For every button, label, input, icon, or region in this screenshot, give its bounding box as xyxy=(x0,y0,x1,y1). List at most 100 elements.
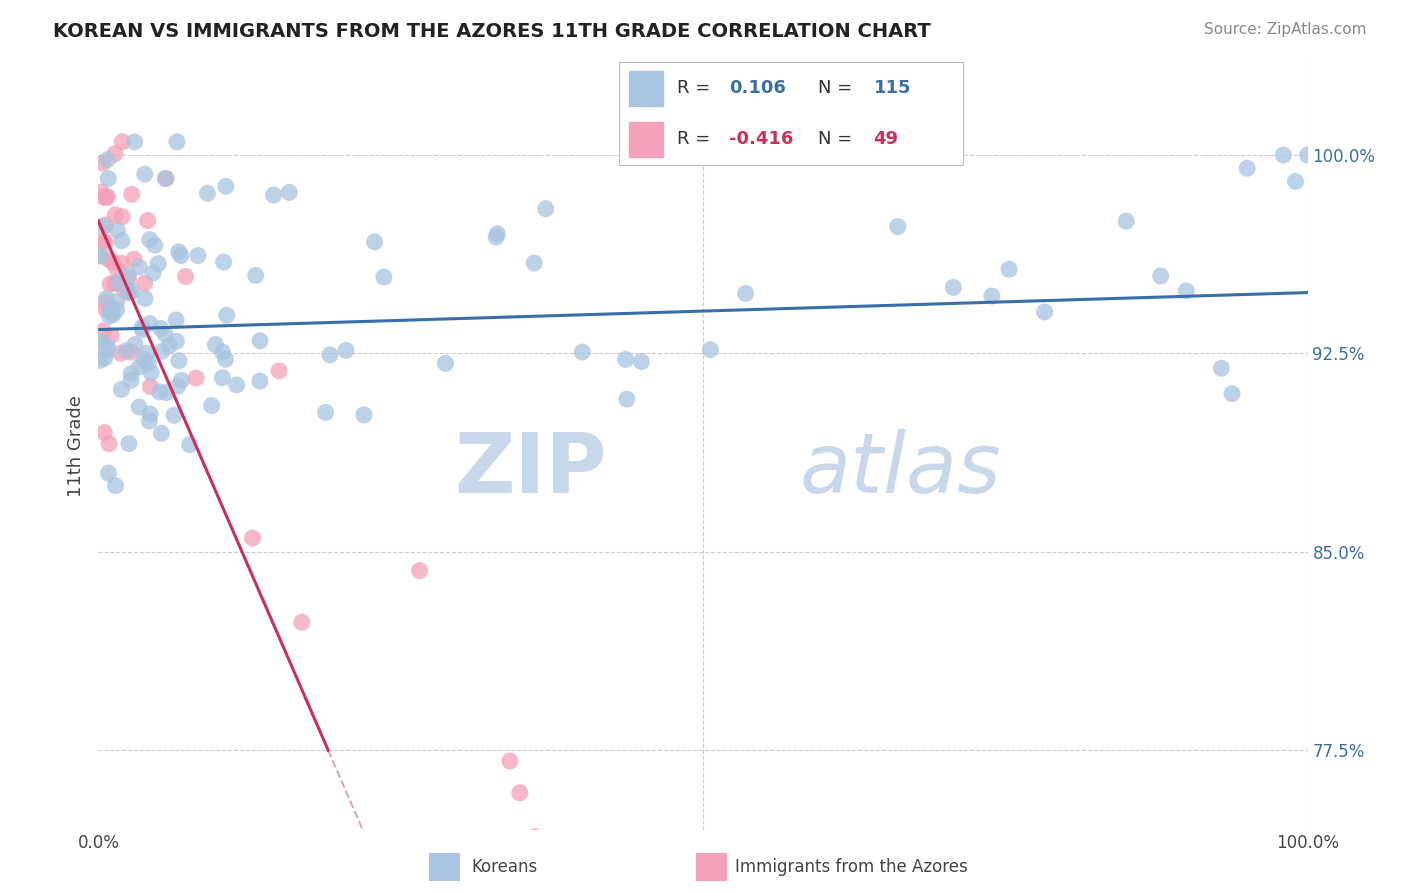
Point xyxy=(105,302,128,317)
Point xyxy=(319,348,342,362)
Point xyxy=(167,353,190,368)
Point xyxy=(170,248,193,262)
Point xyxy=(118,285,141,300)
Point xyxy=(128,260,150,274)
Point xyxy=(89,249,111,263)
Point xyxy=(91,219,114,233)
Point xyxy=(242,531,264,545)
Text: Immigrants from the Azores: Immigrants from the Azores xyxy=(735,858,969,876)
Point xyxy=(291,615,314,630)
Text: KOREAN VS IMMIGRANTS FROM THE AZORES 11TH GRADE CORRELATION CHART: KOREAN VS IMMIGRANTS FROM THE AZORES 11T… xyxy=(53,22,931,41)
Point xyxy=(111,210,134,224)
Point xyxy=(155,171,177,186)
Point xyxy=(149,321,172,335)
Point xyxy=(165,313,187,327)
Bar xyxy=(628,70,664,105)
Point xyxy=(111,234,134,248)
Point xyxy=(214,352,236,367)
Point xyxy=(101,254,124,268)
Point xyxy=(1220,386,1243,401)
Point xyxy=(104,478,127,492)
Point xyxy=(485,230,508,244)
Point xyxy=(136,213,159,227)
Point xyxy=(131,323,153,337)
Point xyxy=(174,269,197,284)
Point xyxy=(96,153,118,167)
Point xyxy=(93,234,115,248)
Point xyxy=(166,379,188,393)
Point xyxy=(225,378,247,392)
Point xyxy=(107,277,129,291)
Point xyxy=(94,351,117,365)
Point xyxy=(104,208,127,222)
Point xyxy=(170,373,193,387)
Point xyxy=(89,353,111,368)
Point xyxy=(150,426,173,441)
Text: R =: R = xyxy=(678,79,710,97)
Point xyxy=(616,392,638,406)
Point xyxy=(96,292,118,306)
Point xyxy=(499,754,522,768)
Point xyxy=(1115,214,1137,228)
Point xyxy=(120,373,142,387)
Point xyxy=(98,301,121,316)
Text: 49: 49 xyxy=(873,130,898,148)
Point xyxy=(98,277,121,291)
Point xyxy=(155,171,177,186)
Point xyxy=(107,223,129,237)
Point xyxy=(278,186,301,200)
Point xyxy=(110,346,132,360)
Point xyxy=(90,334,112,349)
Point xyxy=(131,320,153,334)
Point xyxy=(105,294,128,309)
Point xyxy=(132,352,155,367)
Point xyxy=(138,317,160,331)
Point xyxy=(124,337,146,351)
Point xyxy=(1211,361,1233,376)
Point xyxy=(571,345,593,359)
Point xyxy=(94,295,117,310)
Point xyxy=(249,374,271,388)
Point xyxy=(197,186,219,201)
Point xyxy=(101,305,124,319)
Point xyxy=(512,849,534,863)
Point xyxy=(1033,305,1056,319)
Point xyxy=(90,185,112,199)
Point xyxy=(120,345,142,359)
Text: -0.416: -0.416 xyxy=(728,130,793,148)
Point xyxy=(434,356,457,370)
Point xyxy=(138,233,160,247)
Point xyxy=(120,367,142,381)
Point xyxy=(215,308,238,322)
Point xyxy=(408,564,430,578)
Point xyxy=(121,284,143,298)
Point xyxy=(128,359,150,374)
Point xyxy=(267,364,290,378)
Point xyxy=(114,284,136,298)
Point xyxy=(128,400,150,414)
Point xyxy=(93,425,115,440)
Point xyxy=(998,262,1021,277)
Point xyxy=(89,249,111,263)
Point xyxy=(249,334,271,348)
Point xyxy=(138,414,160,428)
Point xyxy=(124,135,146,149)
Point xyxy=(97,343,120,357)
Point xyxy=(212,255,235,269)
Point xyxy=(150,344,173,359)
Point xyxy=(353,408,375,422)
Point xyxy=(1296,148,1319,162)
Point xyxy=(153,327,176,342)
Point xyxy=(1175,284,1198,298)
Point xyxy=(211,371,233,385)
Point xyxy=(117,285,139,299)
Text: Koreans: Koreans xyxy=(471,858,537,876)
Point xyxy=(103,276,125,290)
Point xyxy=(134,292,156,306)
Point xyxy=(117,268,139,283)
Point xyxy=(94,302,117,317)
Point xyxy=(136,356,159,370)
Point xyxy=(108,275,131,289)
Point xyxy=(98,436,121,450)
Point xyxy=(118,436,141,450)
